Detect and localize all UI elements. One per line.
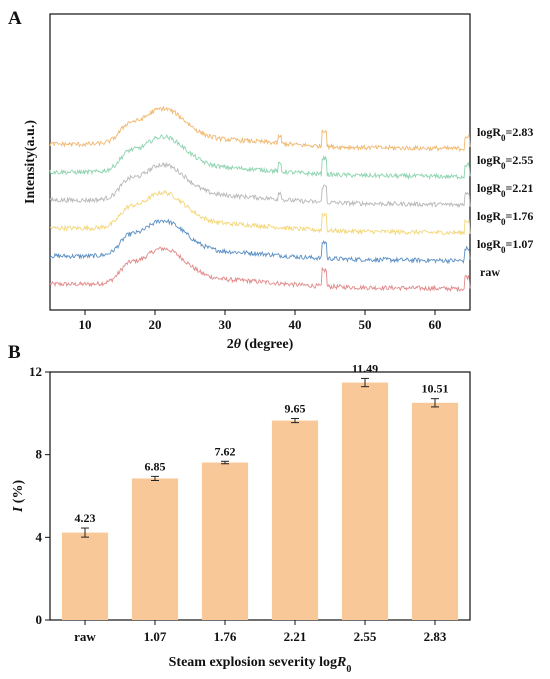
panel-b-y-tick-label: 12 <box>29 364 42 379</box>
panel-a-x-tick-label: 50 <box>359 317 372 332</box>
panel-b-x-ticks: raw 1.07 1.76 2.21 2.55 2.83 <box>74 620 447 644</box>
panel-b-y-axis-title-symbol: I <box>11 506 26 513</box>
panel-b-y-tick-label: 0 <box>36 612 43 627</box>
panel-b-y-ticks: 0 4 8 12 <box>29 364 50 627</box>
panel-a-series-label-subscript: 0 <box>501 217 506 227</box>
panel-a-series-trace <box>50 189 471 236</box>
panel-a-series-label-main: logR <box>477 209 501 223</box>
panel-b-x-tick-label: 2.83 <box>424 629 447 644</box>
panel-a-series-label-main: raw <box>480 265 500 279</box>
panel-a-x-axis-title: 2θ (degree) <box>227 337 294 352</box>
panel-b-x-tick-label: 2.21 <box>284 629 307 644</box>
panel-b-bar <box>201 462 249 620</box>
panel-a-series-label-subscript: 0 <box>501 161 506 171</box>
panel-a-x-axis-title-symbol: θ <box>234 337 242 352</box>
panel-a-series-label-subscript: 0 <box>501 133 506 143</box>
panel-b-x-tick-label: raw <box>74 629 96 644</box>
panel-a-series-label: logR0=2.55 <box>477 153 533 171</box>
panel-a-series-label-main: logR <box>477 237 501 251</box>
panel-b-bar <box>341 382 389 620</box>
panel-a-series-label-value: =1.07 <box>506 237 534 251</box>
panel-a-series-label-value: =2.21 <box>506 181 534 195</box>
panel-a-series-label: logR0=2.83 <box>477 125 533 143</box>
panel-a-series-label-subscript: 0 <box>501 189 506 199</box>
panel-b-value-label: 6.85 <box>145 459 166 473</box>
panel-a-x-axis-title-number: 2 <box>227 337 234 352</box>
panel-a-x-axis-title-unit: (degree) <box>241 337 294 352</box>
panel-a-series-group <box>49 105 471 293</box>
panel-b-bar <box>271 420 319 620</box>
panel-a-series-trace <box>49 218 471 265</box>
panel-a-series-trace <box>49 161 471 209</box>
panel-a-x-tick-label: 30 <box>219 317 232 332</box>
panel-a-series-labels: rawlogR0=1.07logR0=1.76logR0=2.21logR0=2… <box>477 125 533 279</box>
panel-a-series-label-main: logR <box>477 181 501 195</box>
panel-b-y-tick-label: 4 <box>36 529 43 544</box>
panel-b-bar <box>411 402 459 620</box>
panel-b-bar <box>61 532 109 620</box>
panel-b-value-label: 10.51 <box>422 382 449 396</box>
panel-a-series-trace <box>49 105 471 153</box>
panel-b-value-label: 7.62 <box>215 444 236 458</box>
panel-a-series-label-subscript: 0 <box>501 245 506 255</box>
panel-a-series-label: logR0=1.76 <box>477 209 533 227</box>
panel-a-series-label: logR0=2.21 <box>477 181 533 199</box>
panel-b-x-tick-label: 1.76 <box>214 629 237 644</box>
panel-a-series-label-value: =1.76 <box>506 209 534 223</box>
panel-a-series-label: logR0=1.07 <box>477 237 533 255</box>
panel-b-x-axis-title-symbol: R <box>336 655 346 670</box>
panel-a-series-label-value: =2.55 <box>506 153 534 167</box>
panel-a-y-axis-title: Intensity(a.u.) <box>23 120 38 204</box>
panel-b-bar <box>131 478 179 620</box>
panel-a: A rawlogR0=1.07logR0=1.76logR0=2.21logR0… <box>8 8 533 352</box>
panel-a-x-tick-label: 40 <box>289 317 302 332</box>
panel-a-x-tick-label: 10 <box>79 317 92 332</box>
panel-a-series-label-value: =2.83 <box>506 125 534 139</box>
panel-a-x-tick-label: 60 <box>429 317 442 332</box>
panel-a-x-ticks: 10 20 30 40 50 60 <box>79 310 442 332</box>
panel-a-series-label-main: logR <box>477 153 501 167</box>
panel-a-series-trace <box>49 246 471 293</box>
panel-b-y-axis-title-unit: (%) <box>11 480 26 507</box>
panel-b-y-tick-label: 8 <box>36 447 43 462</box>
panel-b-x-axis-title-main: Steam explosion severity log <box>169 655 337 670</box>
panel-b-letter: B <box>8 342 21 363</box>
panel-a-series-label-main: logR <box>477 125 501 139</box>
panel-a-x-tick-label: 20 <box>149 317 162 332</box>
panel-b-value-label: 9.65 <box>285 402 306 416</box>
panel-a-series-trace <box>49 133 471 181</box>
panel-b-value-label: 4.23 <box>75 511 96 525</box>
panel-a-series-label: raw <box>480 265 500 279</box>
panel-b-plot-frame <box>49 371 471 621</box>
panel-a-letter: A <box>8 8 22 29</box>
panel-b: B 4.23 6.85 7.62 9.65 11.49 10.51 0 4 8 12 raw 1.… <box>8 342 471 675</box>
panel-b-x-tick-label: 1.07 <box>144 629 167 644</box>
panel-b-x-tick-label: 2.55 <box>354 629 377 644</box>
panel-b-x-axis-title: Steam explosion severity logR0 <box>169 655 352 675</box>
panel-b-x-axis-title-subscript: 0 <box>346 664 351 675</box>
panel-a-plot-frame <box>49 13 471 311</box>
panel-b-value-label: 11.49 <box>352 361 378 375</box>
panel-b-y-axis-title: I (%) <box>11 480 26 514</box>
panel-b-bars-group: 4.23 6.85 7.62 9.65 11.49 10.51 <box>61 361 459 620</box>
